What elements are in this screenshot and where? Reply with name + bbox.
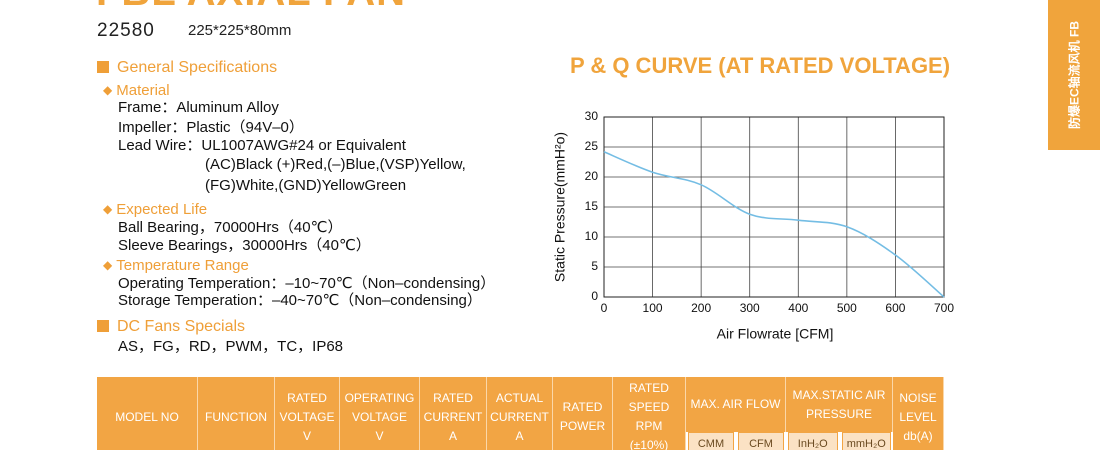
sub-header-cell: CFM [738,432,784,450]
header-cell: RATED VOLTAGE V [275,377,340,450]
header-cell: MODEL NO [97,377,198,450]
pq-curve [603,151,945,298]
y-tick-label: 5 [591,259,598,273]
header-text: MAX.STATIC AIR [792,387,886,402]
header-cell: RATED SPEED RPM (±10%) [613,377,686,450]
header-text: OPERATING [344,390,415,405]
header-text: RATED [287,390,327,405]
y-tick-label: 15 [585,199,599,213]
sub-header-cell: mmH₂O [841,432,891,450]
x-tick-label: 300 [740,301,760,315]
spec-line: Lead Wire：UL1007AWG#24 or Equivalent [118,137,406,154]
header-cell: OPERATING VOLTAGE V [340,377,420,450]
y-tick-label: 0 [591,289,598,303]
header-cell: NOISE LEVEL db(A) [893,377,944,450]
x-tick-label: 400 [788,301,808,315]
header-text: V [375,428,384,443]
x-tick-label: 500 [837,301,857,315]
sub-header-cell: CMM [688,432,734,450]
header-text: db(A) [903,428,933,443]
header-text: RATED [562,400,603,414]
header-text: POWER [559,419,606,433]
header-cell: ACTUAL CURRENT A [487,377,553,450]
chart-title: P & Q CURVE (AT RATED VOLTAGE) [570,53,950,78]
sub-heading: Material [103,81,169,100]
header-text: A [515,428,524,443]
spec-table: MODEL NO FUNCTION RATED VOLTAGE V OPERATING VO… [97,377,944,450]
sub-heading: Temperature Range [103,256,249,275]
section-heading: DC Fans Specials [97,318,245,336]
header-text: (±10%) [629,438,669,450]
header-text: LEVEL [899,409,937,424]
spec-line: (FG)White,(GND)YellowGreen [205,177,407,194]
header-text: CURRENT [423,409,483,424]
x-tick-label: 700 [934,301,954,315]
header-text: V [302,428,311,443]
header-text: ACTUAL [495,390,544,405]
x-tick-label: 600 [885,301,905,315]
chart: P & Q CURVE (AT RATED VOLTAGE) Air Flowr… [552,53,955,342]
header-cell: RATED CURRENT A [420,377,487,450]
header-text: A [448,428,457,443]
header-text: NOISE [899,390,937,405]
header-cell: MAX. AIR FLOW [686,377,786,432]
side-tab: 防爆EC轴流风机 FB [1048,0,1100,150]
header-text: FUNCTION [205,409,267,424]
header-text: RPM [635,419,663,433]
spec-line: Impeller：Plastic（94V–0） [118,119,304,136]
size: 225*225*80mm [188,22,292,39]
section-heading: General Specifications [97,59,277,77]
x-axis-label: Air Flowrate [CFM] [717,326,834,342]
model-number: 22580 [97,20,155,41]
header-text: RATED [433,390,473,405]
title: FBL AXIAL FAN [96,0,406,15]
header-cell: MAX.STATIC AIR PRESSURE [786,377,893,432]
y-tick-label: 20 [585,169,599,183]
x-tick-label: 0 [601,301,608,315]
header-text: PRESSURE [805,406,873,421]
spec-line: Operating Temperation：–10~70℃（Non–conden… [118,275,496,292]
header-text: RATED SPEED [628,381,670,414]
y-tick-label: 25 [585,139,599,153]
spec-line: (AC)Black (+)Red,(–)Blue,(VSP)Yellow, [205,156,466,173]
header-cell: RATED POWER [553,377,613,450]
y-axis-label: Static Pressure(mmH²o) [552,132,568,282]
header-text: MODEL NO [115,409,179,424]
header-cell: FUNCTION [198,377,275,450]
x-tick-label: 200 [691,301,711,315]
plot-frame [603,116,945,298]
specials-text: AS，FG，RD，PWM，TC，IP68 [118,338,344,355]
y-tick-label: 30 [585,109,599,123]
spec-line: Storage Temperation：–40~70℃（Non–condensi… [118,292,482,309]
header-text: MAX. AIR FLOW [690,397,781,411]
x-tick-label: 100 [643,301,663,315]
spec-line: Sleeve Bearings，30000Hrs（40℃） [118,237,371,254]
sub-header-cell: InH₂O [788,432,838,450]
spec-line: Frame：Aluminum Alloy [118,99,279,116]
header-text: VOLTAGE [352,409,407,424]
header-text: VOLTAGE [279,409,335,424]
header-text: CURRENT [490,409,549,424]
spec-line: Ball Bearing，70000Hrs（40℃） [118,219,343,236]
y-tick-label: 10 [585,229,599,243]
sub-heading: Expected Life [103,200,207,219]
